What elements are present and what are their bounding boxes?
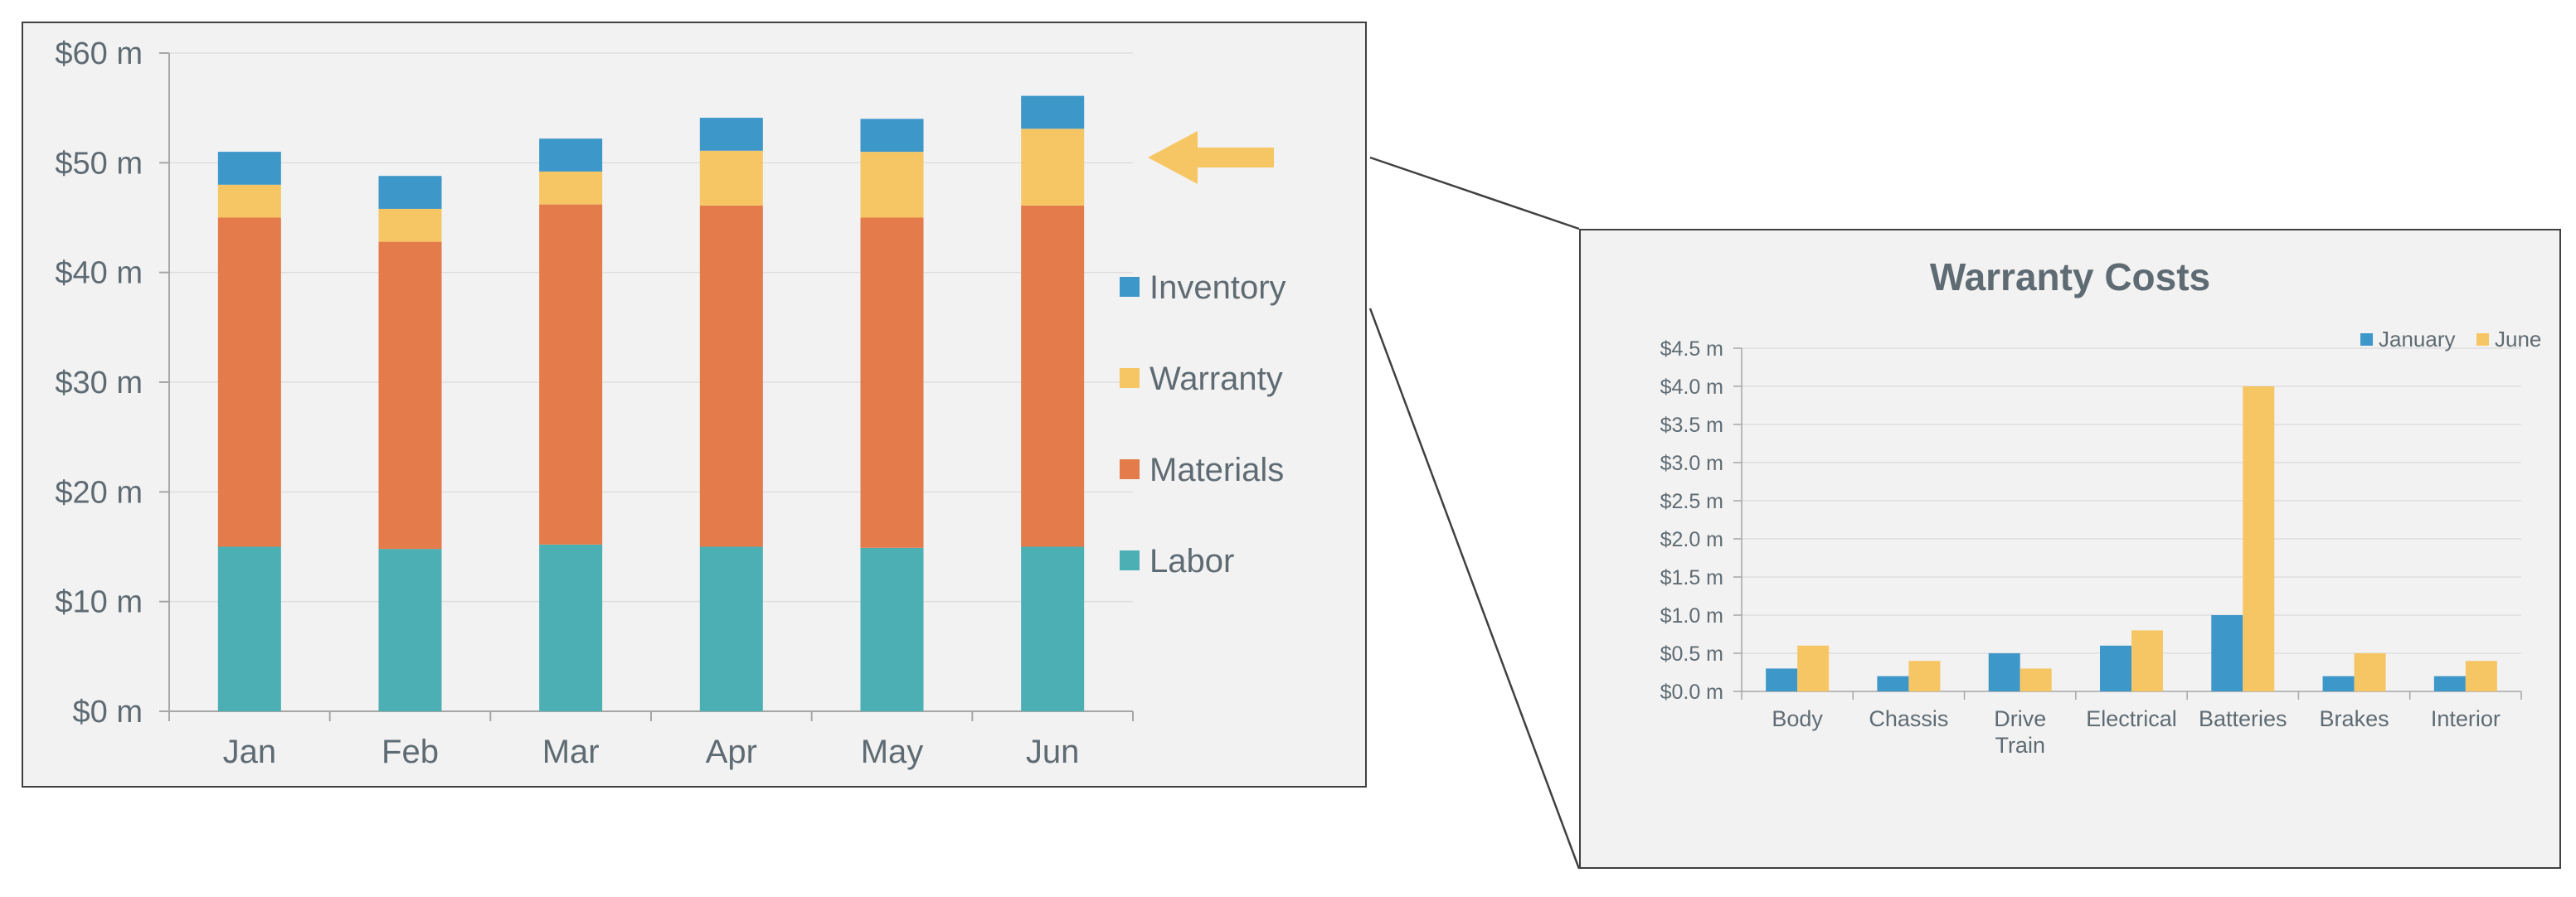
y-tick-label: $0 m bbox=[73, 695, 143, 730]
bar-warranty-jan bbox=[217, 184, 281, 218]
y-tick-label: $30 m bbox=[55, 366, 143, 400]
legend-label-january: January bbox=[2379, 327, 2456, 352]
bar-june-electrical bbox=[2131, 630, 2163, 691]
bar-june-chassis bbox=[1908, 661, 1941, 691]
x-tick-label-jun: Jun bbox=[1026, 734, 1080, 770]
x-tick-label-drive-train: Drive Train bbox=[1994, 706, 2046, 758]
legend-label-warranty: Warranty bbox=[1149, 361, 1283, 397]
callout-line-top bbox=[1369, 156, 1580, 230]
legend-swatch-june bbox=[2476, 333, 2489, 346]
bar-january-batteries bbox=[2211, 615, 2243, 691]
bar-warranty-may bbox=[860, 152, 924, 218]
bar-warranty-mar bbox=[539, 171, 603, 205]
legend-label-inventory: Inventory bbox=[1149, 269, 1286, 306]
bar-january-brakes bbox=[2322, 676, 2355, 691]
y-tick-label: $20 m bbox=[55, 475, 143, 510]
legend-swatch-materials bbox=[1120, 459, 1140, 479]
x-tick-label-jan: Jan bbox=[223, 734, 277, 770]
bar-january-electrical bbox=[2100, 645, 2131, 691]
bar-labor-jun bbox=[1021, 546, 1085, 711]
bar-inventory-jan bbox=[217, 152, 281, 185]
x-tick-label-body: Body bbox=[1772, 706, 1823, 731]
bar-labor-mar bbox=[539, 544, 603, 711]
x-tick-label-brakes: Brakes bbox=[2320, 706, 2389, 731]
legend-label-labor: Labor bbox=[1149, 543, 1234, 579]
bar-materials-feb bbox=[378, 241, 442, 550]
bar-june-body bbox=[1797, 645, 1830, 691]
bar-june-drive-train bbox=[2019, 668, 2052, 691]
bar-labor-feb bbox=[378, 549, 442, 711]
bar-labor-apr bbox=[699, 546, 763, 711]
y-tick-label: $1.0 m bbox=[1660, 604, 1723, 628]
bar-january-chassis bbox=[1877, 676, 1909, 691]
y-tick-label: $40 m bbox=[55, 256, 143, 291]
bar-labor-jan bbox=[217, 546, 281, 711]
legend-swatch-january bbox=[2360, 333, 2373, 346]
bar-materials-jan bbox=[217, 217, 281, 547]
monthly-costs-chart-panel: $0 m $10 m $20 m $30 m $40 m $50 m $60 m Jan Feb… bbox=[22, 22, 1367, 788]
chart-title: Warranty Costs bbox=[1930, 255, 2210, 298]
bar-inventory-jun bbox=[1021, 95, 1085, 129]
bar-january-interior bbox=[2433, 676, 2466, 691]
x-tick-label-interior: Interior bbox=[2431, 706, 2501, 731]
x-tick-label-batteries: Batteries bbox=[2199, 706, 2287, 731]
bar-inventory-may bbox=[860, 119, 924, 153]
bar-january-drive-train bbox=[1988, 653, 2020, 691]
x-tick-label-electrical: Electrical bbox=[2086, 706, 2177, 731]
x-tick-label-chassis: Chassis bbox=[1869, 706, 1948, 731]
bar-june-brakes bbox=[2354, 653, 2386, 691]
bar-warranty-apr bbox=[699, 150, 763, 206]
y-tick-label: $4.0 m bbox=[1660, 376, 1723, 399]
bar-materials-mar bbox=[539, 204, 603, 545]
legend-label-materials: Materials bbox=[1149, 452, 1284, 488]
warranty-costs-bar-chart: Warranty Costs $0.0 m $0.5 m $1.0 m $1.5 m $2… bbox=[1660, 255, 2542, 758]
bar-inventory-mar bbox=[539, 138, 603, 172]
legend-swatch-inventory bbox=[1120, 277, 1140, 297]
y-tick-label: $4.5 m bbox=[1660, 337, 1723, 361]
bar-materials-may bbox=[860, 217, 924, 548]
y-tick-label: $1.5 m bbox=[1660, 566, 1723, 589]
legend-swatch-labor bbox=[1120, 550, 1140, 570]
warranty-costs-chart-panel: Warranty Costs $0.0 m $0.5 m $1.0 m $1.5 m $2… bbox=[1579, 229, 2561, 869]
y-tick-label: $10 m bbox=[55, 585, 143, 620]
bar-warranty-feb bbox=[378, 208, 442, 242]
y-tick-label: $0.5 m bbox=[1660, 642, 1723, 666]
bar-warranty-jun bbox=[1021, 128, 1085, 206]
bar-january-body bbox=[1766, 668, 1798, 691]
bar-labor-may bbox=[860, 547, 924, 711]
y-tick-label: $3.5 m bbox=[1660, 414, 1723, 437]
x-tick-label-may: May bbox=[861, 734, 924, 770]
highlight-arrow-icon bbox=[1148, 131, 1274, 184]
callout-line-bottom bbox=[1368, 308, 1581, 870]
y-tick-label: $50 m bbox=[55, 146, 143, 181]
bar-materials-jun bbox=[1021, 205, 1085, 547]
y-tick-label: $3.0 m bbox=[1660, 452, 1723, 475]
x-tick-label-mar: Mar bbox=[542, 734, 600, 770]
y-tick-label: $2.5 m bbox=[1660, 490, 1723, 513]
y-tick-label: $60 m bbox=[55, 36, 143, 71]
bar-june-interior bbox=[2465, 661, 2497, 691]
x-tick-label-apr: Apr bbox=[706, 734, 757, 770]
bar-inventory-apr bbox=[699, 118, 763, 151]
bar-materials-apr bbox=[699, 205, 763, 547]
bar-inventory-feb bbox=[378, 176, 442, 209]
legend-label-june: June bbox=[2495, 327, 2541, 352]
monthly-costs-stacked-bar-chart: $0 m $10 m $20 m $30 m $40 m $50 m $60 m Jan Feb… bbox=[55, 36, 1286, 770]
bar-june-batteries bbox=[2243, 386, 2275, 691]
x-tick-label-feb: Feb bbox=[382, 734, 439, 770]
y-tick-label: $2.0 m bbox=[1660, 528, 1723, 551]
legend-swatch-warranty bbox=[1120, 368, 1140, 388]
y-tick-label: $0.0 m bbox=[1660, 681, 1723, 704]
